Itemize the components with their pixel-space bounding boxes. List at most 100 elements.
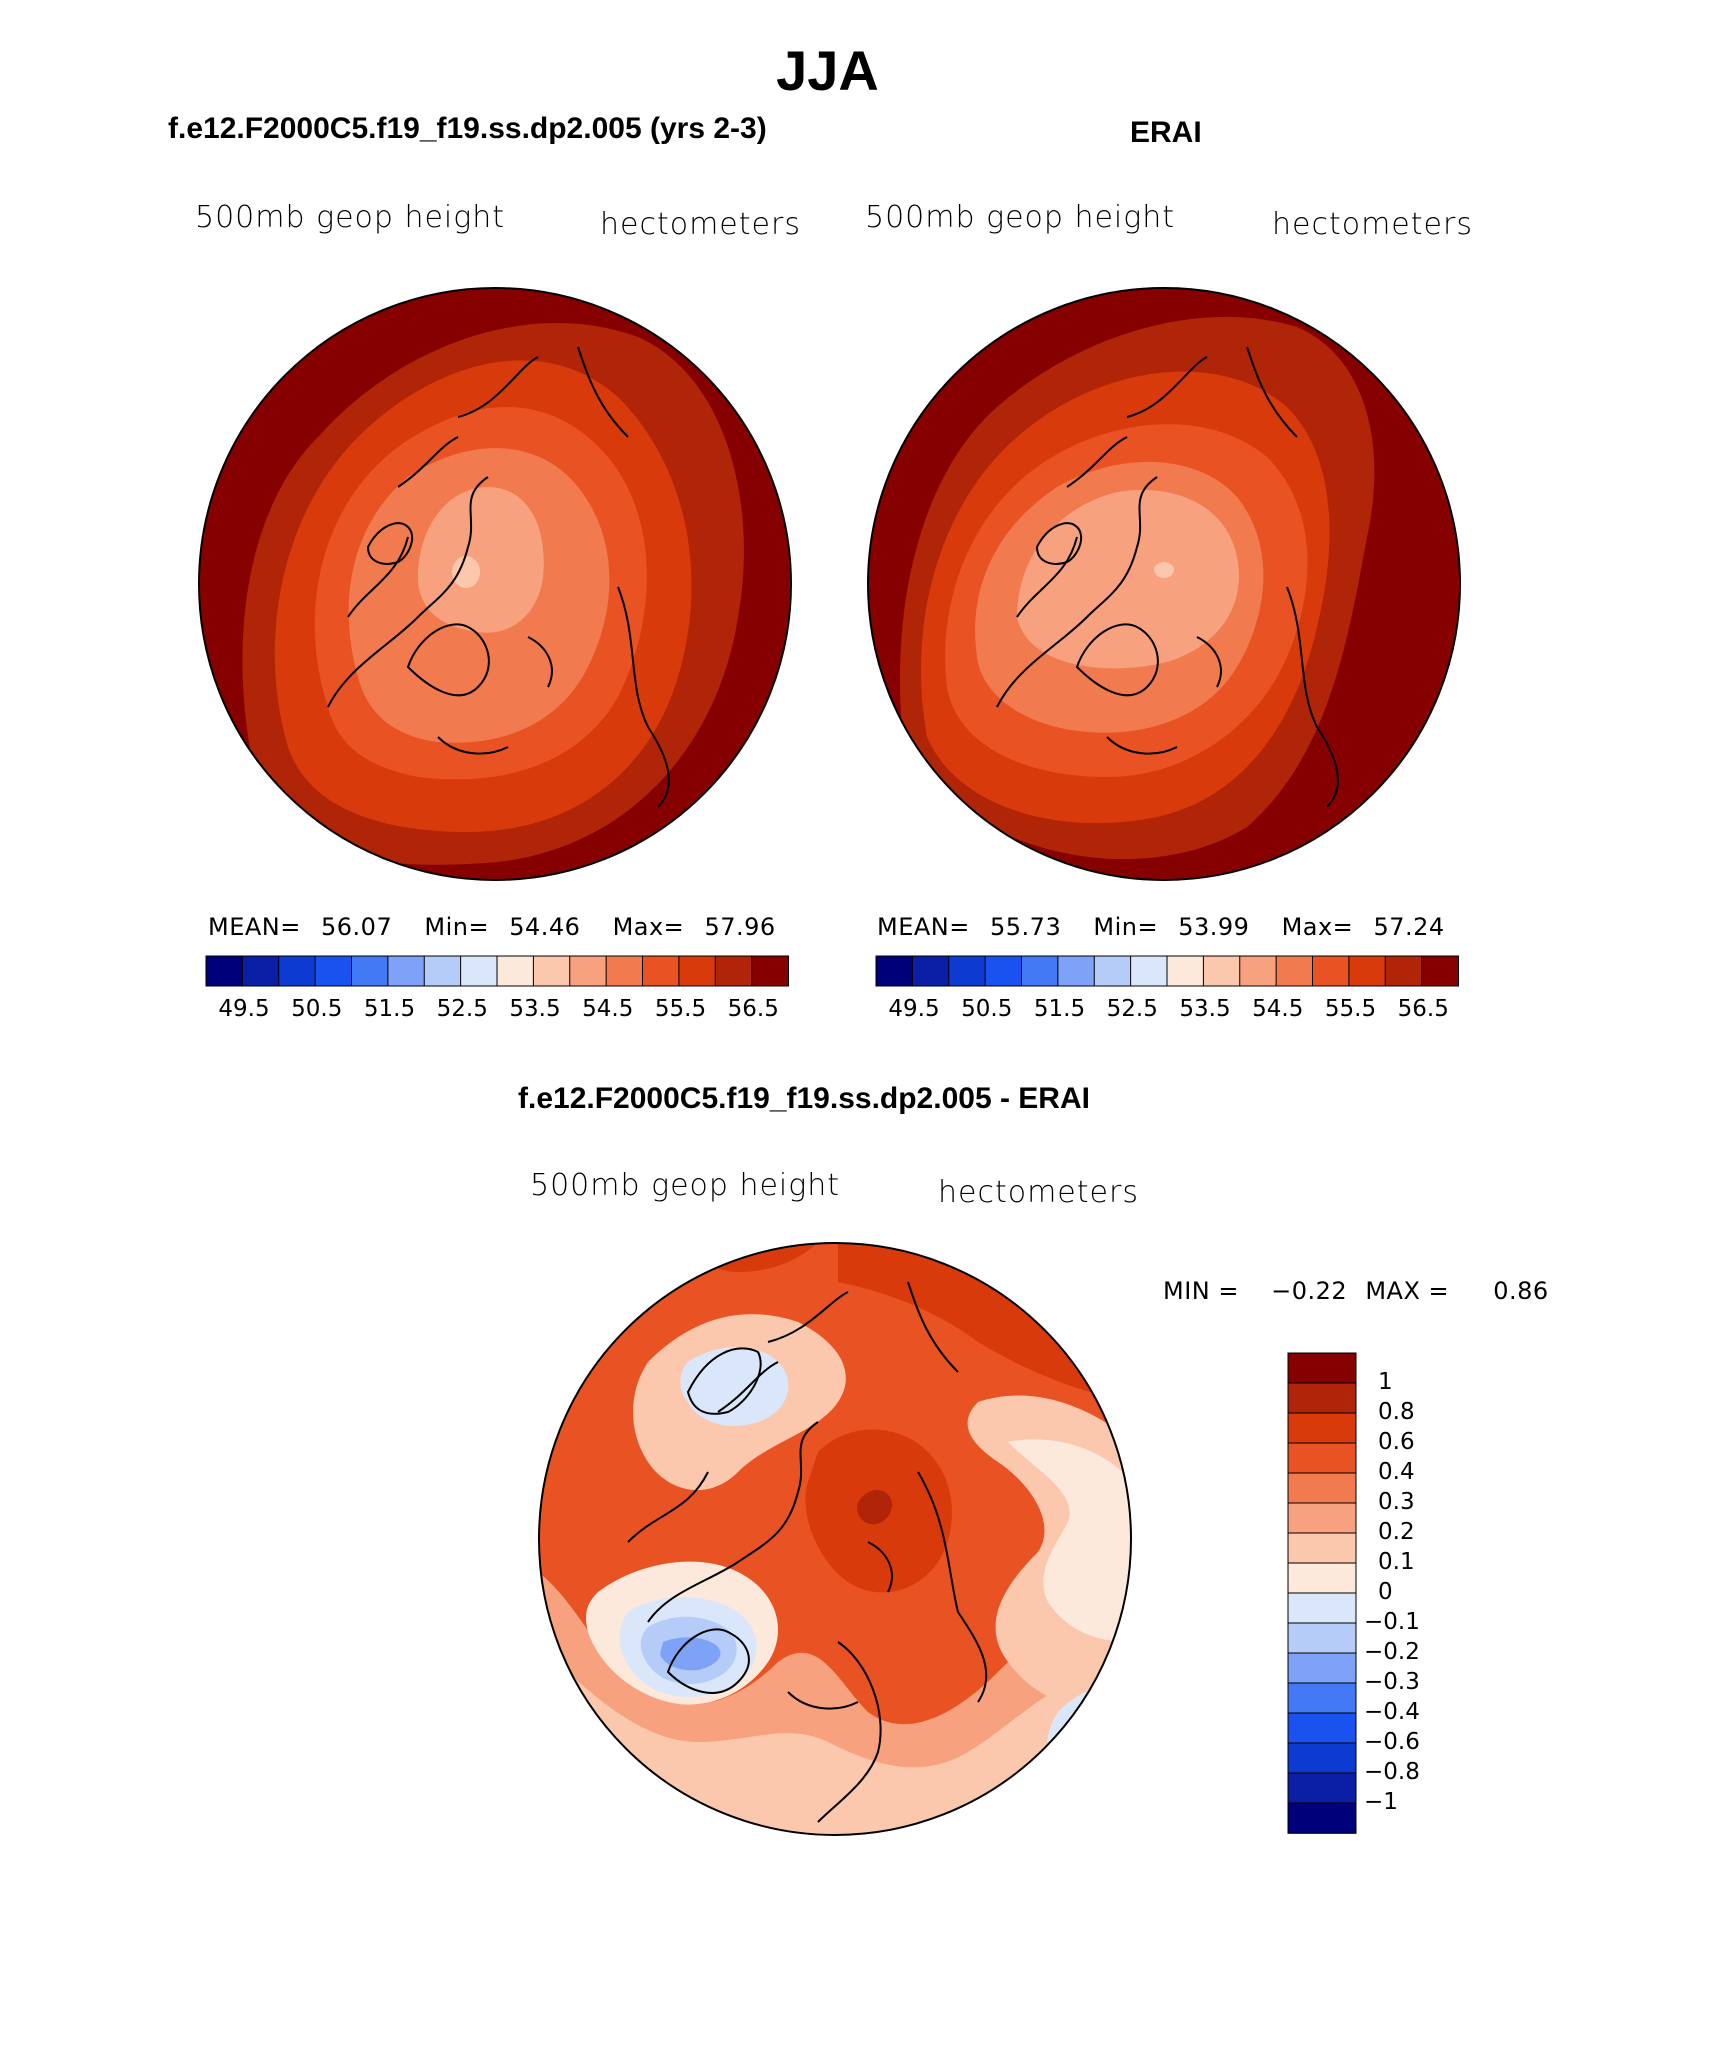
colorbar-tick-label: 49.5	[218, 996, 270, 1022]
colorbar-tick-label: 51.5	[363, 996, 416, 1022]
p1-ring7	[452, 556, 480, 588]
panel3-colorbar-labels: 1 0.8 0.6 0.4 0.3 0.2 0.1 0 −0.1 −0.2 −0.3 −0.4 −0.6…	[1364, 1353, 1484, 1833]
colorbar-swatch	[1130, 955, 1169, 987]
colorbar-tick-label: −0.3	[1364, 1669, 1420, 1695]
colorbar-tick-label: 55.5	[1324, 996, 1377, 1022]
colorbar-swatch	[1093, 955, 1132, 987]
colorbar-swatch	[1348, 955, 1387, 987]
p1-max-label: Max=	[612, 913, 685, 941]
colorbar-swatch	[1287, 1742, 1357, 1774]
colorbar-swatch	[1287, 1712, 1357, 1744]
colorbar-tick-label: 53.5	[509, 996, 561, 1022]
colorbar-swatch	[642, 955, 680, 987]
colorbar-tick-label: 0.3	[1378, 1489, 1415, 1515]
panel1-stats: MEAN= 56.07 Min= 54.46 Max= 57.96	[208, 913, 776, 941]
p1-map-border	[198, 287, 792, 881]
colorbar-tick-label: 0.4	[1378, 1459, 1415, 1485]
p3-coastlines	[627, 1281, 988, 1823]
colorbar-tick-label: −0.6	[1364, 1729, 1420, 1755]
colorbar-swatch	[496, 955, 535, 987]
p2-mean-label: MEAN=	[877, 913, 970, 941]
colorbar-swatch	[1166, 955, 1205, 987]
colorbar-swatch	[875, 955, 914, 987]
p3-max-label: MAX =	[1365, 1277, 1450, 1305]
p3-center-ring2	[857, 1490, 893, 1525]
p3-east-paler	[1008, 1439, 1131, 1642]
colorbar-tick-label: 54.5	[1252, 996, 1304, 1022]
panel2-stats: MEAN= 55.73 Min= 53.99 Max= 57.24	[877, 913, 1445, 941]
p2-mean: 55.73	[990, 913, 1062, 941]
colorbar-swatch	[751, 955, 790, 987]
colorbar-tick-label: 0.2	[1378, 1519, 1415, 1545]
panel3-variable: 500mb geop height	[530, 1168, 841, 1203]
colorbar-tick-label: −0.1	[1364, 1609, 1420, 1635]
colorbar-swatch	[1275, 955, 1314, 987]
colorbar-tick-label: −0.8	[1364, 1759, 1420, 1785]
colorbar-swatch	[1287, 1772, 1357, 1804]
colorbar-swatch	[1287, 1442, 1357, 1474]
colorbar-swatch	[1287, 1502, 1357, 1534]
panel1-colorbar-ticks: 49.5 50.5 51.5 52.5 53.5 54.5 55.5 56.5	[206, 996, 788, 1026]
colorbar-tick-label: 49.5	[888, 996, 940, 1022]
colorbar-tick-label: 53.5	[1179, 996, 1231, 1022]
p3-min: −0.22	[1271, 1277, 1348, 1305]
panel3-map	[538, 1242, 1132, 1836]
colorbar-tick-label: 50.5	[291, 996, 343, 1022]
panel1-units: hectometers	[600, 207, 801, 242]
colorbar-swatch	[1287, 1412, 1357, 1444]
colorbar-swatch	[678, 955, 717, 987]
panel2-colorbar	[875, 955, 1460, 987]
p1-mean-label: MEAN=	[208, 913, 301, 941]
colorbar-swatch	[532, 955, 571, 987]
colorbar-tick-label: 0.6	[1378, 1429, 1415, 1455]
p3-sw-neg3	[660, 1637, 721, 1671]
colorbar-tick-label: 51.5	[1033, 996, 1086, 1022]
colorbar-swatch	[314, 955, 353, 987]
colorbar-swatch	[1202, 955, 1241, 987]
colorbar-swatch	[569, 955, 608, 987]
colorbar-swatch	[714, 955, 753, 987]
colorbar-swatch	[205, 955, 244, 987]
panel1-title: f.e12.F2000C5.f19_f19.ss.dp2.005 (yrs 2-…	[168, 112, 767, 145]
panel1-map	[198, 287, 792, 881]
panel3-units: hectometers	[938, 1175, 1139, 1210]
p1-max: 57.96	[704, 913, 776, 941]
colorbar-tick-label: 52.5	[436, 996, 488, 1022]
figure-title: JJA	[776, 39, 879, 102]
p2-max: 57.24	[1373, 913, 1445, 941]
p1-min: 54.46	[509, 913, 581, 941]
colorbar-swatch	[1287, 1622, 1357, 1654]
colorbar-tick-label: −0.2	[1364, 1639, 1420, 1665]
panel2-units: hectometers	[1272, 207, 1473, 242]
colorbar-swatch	[1287, 1802, 1357, 1834]
colorbar-swatch	[1287, 1532, 1357, 1564]
colorbar-swatch	[948, 955, 987, 987]
colorbar-tick-label: 0.1	[1378, 1549, 1415, 1575]
colorbar-swatch	[1312, 955, 1350, 987]
colorbar-swatch	[278, 955, 317, 987]
colorbar-swatch	[351, 955, 389, 987]
panel3-stats: MIN = −0.22 MAX = 0.86	[1163, 1277, 1549, 1305]
colorbar-swatch	[460, 955, 499, 987]
panel3-colorbar	[1287, 1352, 1357, 1834]
colorbar-swatch	[1239, 955, 1278, 987]
p1-min-label: Min=	[424, 913, 490, 941]
colorbar-tick-label: 55.5	[654, 996, 707, 1022]
p2-coastlines	[996, 346, 1339, 808]
colorbar-tick-label: 54.5	[582, 996, 634, 1022]
colorbar-tick-label: 56.5	[727, 996, 779, 1022]
p2-ring6	[1017, 489, 1239, 669]
colorbar-swatch	[1421, 955, 1460, 987]
p2-ring7	[1154, 562, 1174, 578]
p1-ring6	[418, 487, 544, 633]
p2-min-label: Min=	[1093, 913, 1159, 941]
colorbar-swatch	[1287, 1592, 1357, 1624]
colorbar-swatch	[1384, 955, 1423, 987]
p2-max-label: Max=	[1281, 913, 1354, 941]
colorbar-tick-label: 52.5	[1106, 996, 1158, 1022]
p3-max: 0.86	[1493, 1277, 1549, 1305]
colorbar-swatch	[605, 955, 644, 987]
p3-min-label: MIN =	[1163, 1277, 1239, 1305]
p1-mean: 56.07	[321, 913, 393, 941]
colorbar-swatch	[1287, 1382, 1357, 1414]
